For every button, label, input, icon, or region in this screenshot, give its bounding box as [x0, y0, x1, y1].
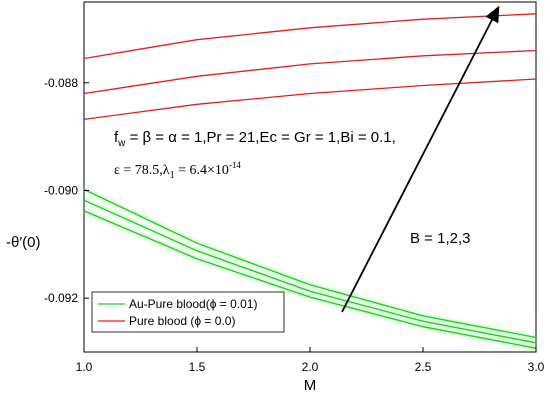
direction-arrow [341, 5, 500, 313]
x-tick-label: 1.0 [76, 360, 93, 374]
legend: Au-Pure blood(ϕ = 0.01) Pure blood (ϕ = … [91, 291, 285, 333]
y-tick-label: -0.090 [44, 183, 78, 197]
x-tick-label: 2.0 [302, 360, 319, 374]
y-tick-label: -0.088 [44, 76, 78, 90]
series-line-3 [83, 188, 537, 339]
x-tick-label: 3.0 [528, 360, 545, 374]
params-annotation-line1: fw = β = α = 1,Pr = 21,Ec = Gr = 1,Bi = … [114, 129, 396, 149]
legend-label-pure: Pure blood (ϕ = 0.0) [129, 314, 235, 328]
y-tick-label: -0.092 [44, 291, 78, 305]
params-annotation-line2: ε = 78.5,λ1 = 6.4×10-14 [114, 160, 241, 181]
series-layer [83, 13, 537, 351]
ticks-layer: 1.0 1.5 2.0 2.5 3.0 -0.088 -0.090 -0.092 [44, 76, 545, 374]
arrow-label: B = 1,2,3 [410, 230, 470, 247]
series-line-2 [83, 78, 537, 121]
series-line-4 [83, 199, 537, 344]
x-tick-label: 2.5 [415, 360, 432, 374]
legend-box [91, 291, 285, 333]
x-axis-title: M [304, 377, 317, 394]
series-line-5 [83, 210, 537, 349]
x-tick-label: 1.5 [189, 360, 206, 374]
legend-label-au: Au-Pure blood(ϕ = 0.01) [129, 297, 257, 311]
y-axis-title: -θ′(0) [6, 234, 40, 251]
series-line-1 [83, 49, 537, 95]
series-line-0 [83, 13, 537, 60]
